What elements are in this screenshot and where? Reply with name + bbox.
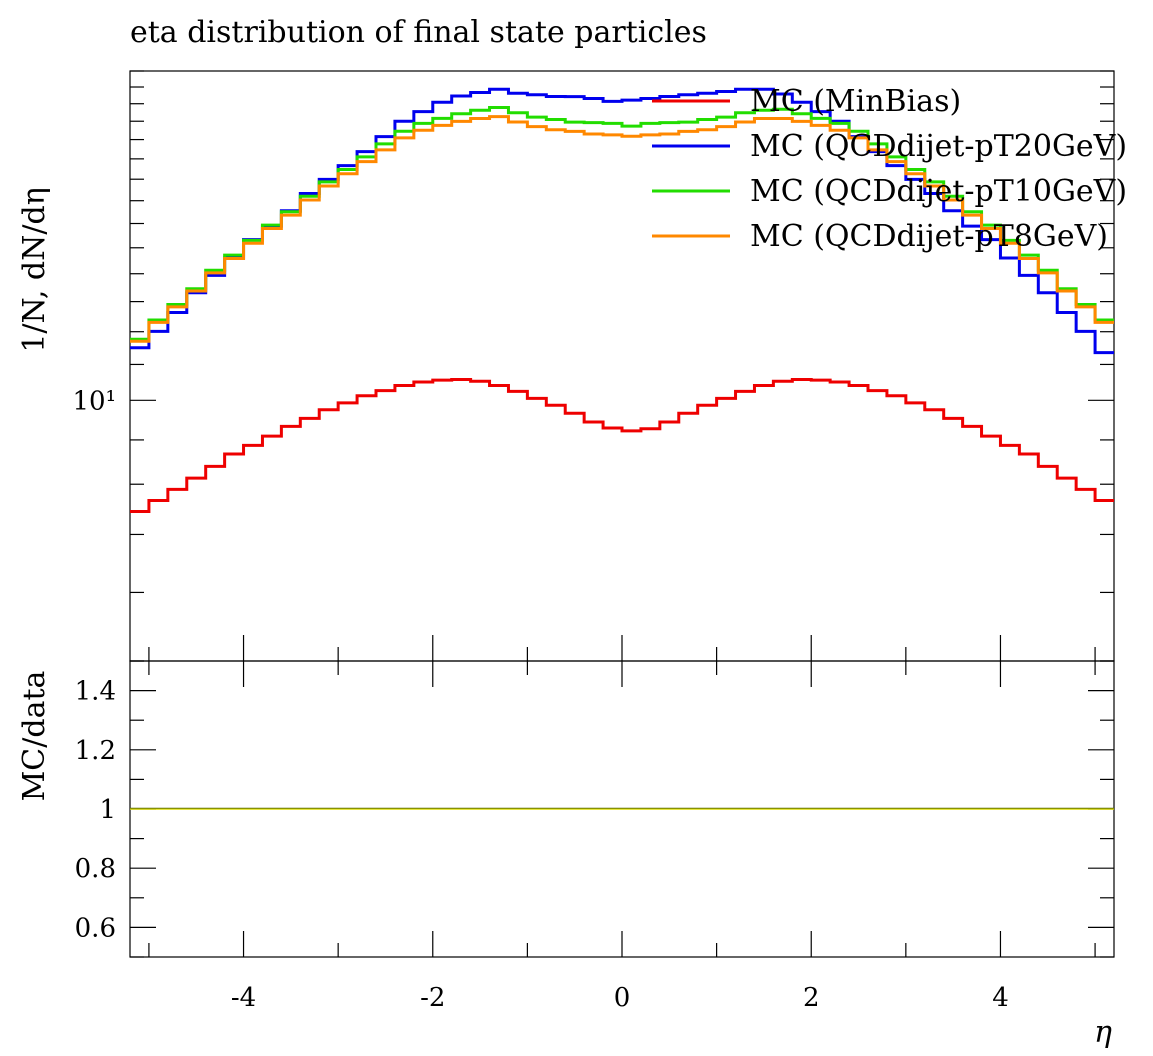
ratio-y-axis-label: MC/data xyxy=(17,670,52,801)
x-tick-label: -4 xyxy=(231,983,256,1013)
legend-label: MC (QCDdijet-pT8GeV) xyxy=(750,219,1108,254)
legend-label: MC (MinBias) xyxy=(750,84,961,119)
x-tick-label: -2 xyxy=(420,983,445,1013)
series-line-4 xyxy=(130,115,1114,343)
legend: MC (MinBias) MC (QCDdijet-pT20GeV) MC (QCD… xyxy=(652,84,1127,254)
main-y-axis-label: 1/N, dN/dη xyxy=(17,187,52,352)
main-y-ticks: 10¹ xyxy=(72,70,1114,662)
x-ticks: -4 -2 0 2 4 xyxy=(148,635,1096,1013)
series-lines xyxy=(130,87,1114,514)
ratio-y-tick-label: 1 xyxy=(99,795,116,825)
x-tick-label: 0 xyxy=(614,983,631,1013)
x-axis-label: η xyxy=(1094,1015,1112,1050)
ratio-y-tick-label: 0.6 xyxy=(75,913,116,943)
series-line-1 xyxy=(130,377,1114,514)
ratio-y-tick-label: 1.4 xyxy=(75,677,116,707)
ratio-lines xyxy=(130,807,1114,810)
ratio-y-tick-label: 1.2 xyxy=(75,736,116,766)
ratio-y-ticks: 1.4 1.2 1 0.8 0.6 xyxy=(75,660,1114,958)
ratio-y-tick-label: 0.8 xyxy=(75,854,116,884)
legend-label: MC (QCDdijet-pT20GeV) xyxy=(750,129,1127,164)
x-tick-label: 4 xyxy=(992,983,1009,1013)
x-tick-label: 2 xyxy=(803,983,820,1013)
main-y-tick-label: 10¹ xyxy=(72,386,116,416)
chart-title: eta distribution of final state particle… xyxy=(130,15,707,50)
legend-label: MC (QCDdijet-pT10GeV) xyxy=(750,174,1127,209)
